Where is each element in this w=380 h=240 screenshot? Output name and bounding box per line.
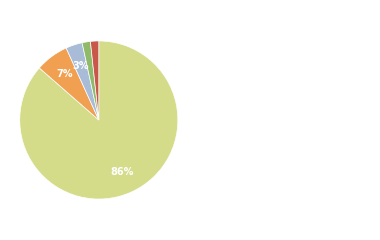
Wedge shape	[39, 48, 99, 120]
Text: 86%: 86%	[111, 167, 134, 177]
Wedge shape	[82, 42, 99, 120]
Wedge shape	[20, 41, 178, 199]
Wedge shape	[66, 43, 99, 120]
Text: 7%: 7%	[57, 69, 73, 79]
Legend: Centre for Biodiversity
Genomics [51], Canadian Centre for DNA
Barcoding [4], Se: Centre for Biodiversity Genomics [51], C…	[204, 9, 361, 112]
Text: 3%: 3%	[73, 61, 89, 71]
Wedge shape	[90, 41, 99, 120]
